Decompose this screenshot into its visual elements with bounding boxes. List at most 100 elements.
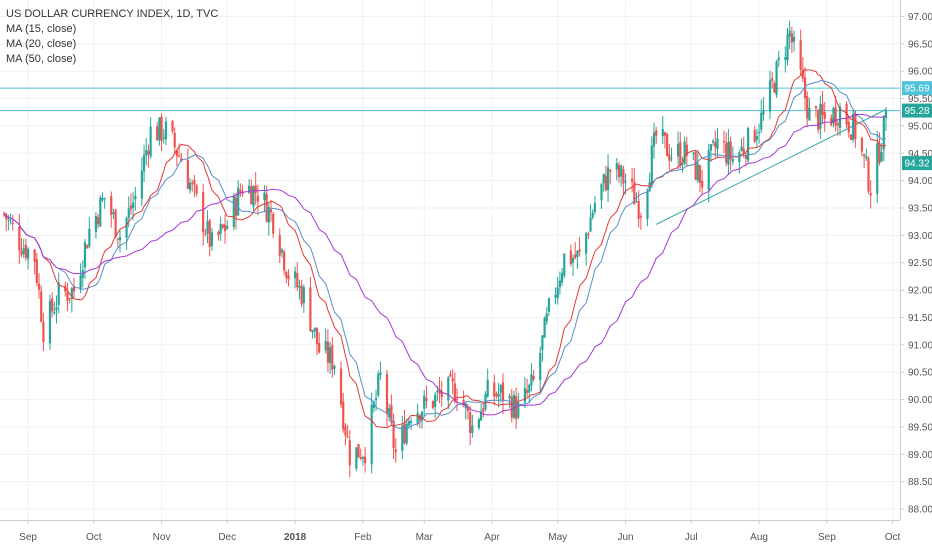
candle-body (784, 57, 787, 60)
candle-body (103, 197, 106, 199)
candle-body (129, 205, 133, 210)
legend-ma15[interactable]: MA (15, close) (6, 23, 77, 35)
candle-body (132, 202, 135, 208)
legend-ma50[interactable]: MA (50, close) (6, 53, 77, 65)
candle-body (26, 248, 30, 259)
candle-body (51, 298, 54, 312)
candle-body (370, 404, 373, 465)
candle-body (66, 292, 69, 302)
candle-body (265, 194, 268, 222)
candle-body (359, 456, 362, 459)
candle-body (72, 285, 76, 292)
candle-body (250, 185, 253, 205)
candle-body (344, 426, 347, 436)
y-tick-label: 94.00 (908, 176, 932, 187)
y-tick-label: 89.00 (908, 450, 932, 461)
candle-body (650, 145, 653, 186)
x-tick-label: Jun (617, 532, 633, 543)
candle-body (589, 217, 592, 232)
candle-body (300, 285, 303, 305)
price-tag-label: 94.32 (904, 159, 929, 170)
candle-body (302, 287, 305, 304)
candle-body (436, 390, 439, 393)
legend-ma20[interactable]: MA (20, close) (6, 38, 77, 50)
candle-body (670, 157, 673, 159)
candle-body (817, 110, 820, 130)
candle-body (110, 196, 113, 215)
candle-body (405, 423, 408, 444)
candle-body (287, 275, 290, 280)
y-tick-label: 92.50 (908, 258, 932, 269)
candle-body (576, 250, 579, 257)
candle-body (788, 30, 791, 37)
candle-body (269, 209, 273, 213)
candle-body (372, 402, 375, 409)
candle-body (867, 158, 870, 192)
candle-body (210, 232, 214, 247)
candle-body (42, 322, 45, 343)
candle-body (164, 121, 168, 140)
candle-body (792, 36, 796, 42)
horizontal-lines (0, 87, 900, 112)
candle-body (283, 251, 286, 271)
candle-body (585, 233, 588, 254)
candle-body (55, 307, 58, 311)
candle-body (342, 401, 345, 430)
candle-body (725, 143, 728, 163)
candle-body (328, 347, 332, 364)
chart-title[interactable]: US DOLLAR CURRENCY INDEX, 1D, TVC (6, 8, 219, 20)
candle-body (127, 208, 130, 219)
candle-body (652, 132, 656, 147)
x-tick-label: 2018 (284, 532, 307, 543)
candle-body (311, 329, 314, 333)
candle-body (390, 404, 393, 423)
candle-body (775, 61, 778, 95)
candle-body (263, 192, 266, 200)
candle-body (186, 160, 189, 189)
x-tick-label: Apr (484, 532, 500, 543)
candle-body (177, 155, 181, 157)
candle-body (845, 103, 848, 125)
candle-body (462, 399, 465, 406)
candle-body (22, 247, 25, 255)
candle-body (620, 166, 623, 177)
candle-body (790, 33, 793, 43)
candle-body (331, 345, 334, 370)
candle-body (97, 216, 100, 225)
candle-body (309, 287, 312, 331)
candle-body (99, 197, 102, 227)
candle-body (777, 57, 780, 61)
candle-body (744, 154, 748, 160)
candle-body (57, 282, 60, 305)
ma15-line (3, 69, 887, 429)
y-tick-label: 89.50 (908, 422, 932, 433)
time-axis[interactable]: Sep Oct Nov Dec 2018 Feb Mar Apr May Jun Jul Aug Sep… (0, 520, 901, 543)
candle-body (578, 249, 581, 252)
candle-body (661, 129, 664, 137)
candle-body (600, 184, 603, 201)
candle-body (221, 224, 224, 228)
candle-body (24, 244, 27, 258)
candle-body (416, 412, 419, 424)
y-tick-label: 94.50 (908, 149, 932, 160)
candle-body (593, 203, 597, 212)
y-tick-label: 88.00 (908, 505, 932, 516)
candle-body (94, 215, 98, 232)
candle-body (134, 195, 137, 200)
candle-body (37, 283, 41, 290)
candle-body (799, 40, 802, 70)
candle-body (440, 390, 443, 398)
candle-body (801, 69, 804, 79)
candle-body (278, 235, 281, 256)
candle-body (293, 271, 297, 279)
candle-body (692, 152, 695, 154)
price-tag (902, 103, 932, 118)
candle-body (79, 275, 82, 290)
candle-body (639, 215, 642, 218)
candle-body (392, 421, 395, 449)
candle-body (401, 425, 404, 451)
candle-body (878, 143, 881, 163)
x-tick-label: Aug (750, 532, 768, 543)
